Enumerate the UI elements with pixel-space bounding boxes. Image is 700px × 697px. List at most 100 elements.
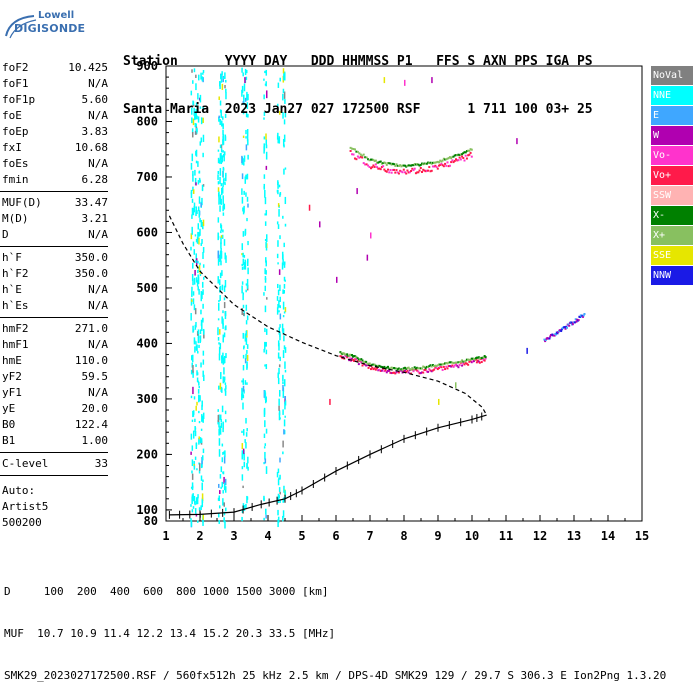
echo-point-multihop-x: [396, 164, 399, 167]
param-value: 5.60: [81, 93, 109, 106]
noise-mark: [225, 172, 227, 176]
echo-point-multihop-x: [445, 158, 448, 161]
echo-point-multihop-x: [397, 164, 400, 167]
echo-point-multihop: [376, 166, 379, 169]
legend-item: X+: [651, 226, 693, 246]
profile-solid-line: [169, 414, 487, 516]
noise-mark: [195, 108, 197, 114]
noise-mark: [222, 323, 224, 329]
echo-point-multihop: [355, 158, 358, 161]
echo-point-f2-x: [452, 362, 455, 365]
noise-mark: [199, 262, 201, 266]
noise-mark: [195, 182, 197, 186]
y-tick-label: 80: [144, 514, 158, 528]
echo-point-multihop-x: [387, 162, 389, 165]
echo-point-f2-x: [419, 367, 422, 370]
param-value: 6.28: [81, 173, 109, 186]
noise-mark: [222, 195, 224, 199]
noise-mark: [217, 258, 220, 266]
noise-mark: [201, 456, 203, 465]
noise-mark: [264, 189, 266, 198]
noise-mark: [245, 283, 248, 286]
param-name: h`Es: [2, 299, 29, 312]
param-value: 10.68: [74, 141, 108, 154]
noise-mark: [195, 160, 198, 164]
echo-point-multihop: [455, 158, 457, 161]
echo-point-f2: [434, 366, 437, 369]
noise-mark: [198, 171, 200, 174]
noise-mark: [265, 466, 268, 474]
noise-mark: [197, 161, 199, 167]
noise-mark: [246, 102, 249, 110]
echo-point-multihop-x: [390, 163, 393, 166]
noise-mark: [190, 298, 193, 306]
noise-mark: [264, 83, 267, 86]
echo-point-f2-x: [469, 358, 472, 361]
noise-mark: [221, 71, 223, 76]
echo-point-f2: [379, 369, 382, 372]
noise-mark: [218, 159, 221, 164]
echo-point-multihop-x: [465, 150, 468, 153]
noise-mark: [223, 297, 226, 301]
echo-point-f2-x: [428, 365, 431, 368]
echo-point-multihop: [416, 171, 419, 174]
echo-point-multihop-x: [418, 164, 421, 167]
noise-mark: [199, 329, 202, 335]
noise-mark: [224, 85, 226, 89]
echo-point-multihop-x: [440, 160, 443, 163]
noise-mark: [201, 184, 204, 190]
echo-point-multihop: [411, 167, 414, 170]
echo-point-x-mode: [543, 338, 546, 341]
noise-mark: [264, 285, 267, 292]
echo-point-multihop: [445, 164, 448, 167]
param-row: foEp 3.83: [0, 124, 110, 140]
param-row: M(D) 3.21: [0, 211, 110, 227]
noise-mark: [197, 389, 200, 394]
noise-mark: [284, 112, 287, 118]
echo-point-x-mode: [582, 314, 585, 317]
noise-mark: [202, 264, 205, 268]
echo-point-f2: [483, 359, 486, 362]
noise-mark: [201, 455, 204, 461]
noise-mark: [263, 446, 266, 449]
echo-point-multihop: [424, 170, 427, 173]
noise-mark: [220, 148, 223, 153]
x-tick-label: 11: [499, 529, 513, 543]
echo-point-f2: [406, 369, 409, 372]
noise-mark: [218, 116, 220, 122]
noise-mark: [247, 466, 249, 471]
noise-mark: [276, 296, 279, 301]
noise-mark: [263, 495, 265, 501]
echo-point-f2: [353, 359, 355, 362]
y-tick-label: 900: [136, 59, 158, 73]
noise-mark: [202, 117, 204, 123]
echo-point-f2-x: [395, 367, 398, 370]
noise-mark: [282, 112, 284, 119]
noise-mark: [242, 448, 245, 454]
echo-point-f2-x: [366, 362, 369, 365]
noise-mark: [263, 433, 266, 438]
x-tick-label: 13: [567, 529, 581, 543]
echo-point-multihop: [371, 166, 374, 169]
noise-mark: [192, 414, 195, 417]
echo-point-multihop: [380, 165, 383, 168]
noise-mark: [201, 499, 204, 508]
noise-mark: [192, 118, 195, 126]
noise-mark: [193, 202, 196, 209]
noise-mark: [277, 352, 280, 359]
echo-point-multihop: [450, 161, 453, 164]
noise-mark: [264, 420, 266, 428]
noise-mark: [201, 281, 204, 288]
echo-point-x-mode: [555, 333, 558, 336]
noise-mark: [195, 253, 198, 260]
echo-point-f2-x: [429, 364, 432, 367]
noise-mark: [220, 144, 223, 149]
noise-mark: [265, 69, 268, 76]
noise-mark: [279, 457, 281, 463]
echo-point-multihop: [372, 164, 375, 167]
echo-point-multihop-x: [361, 154, 364, 157]
param-value: 33: [94, 457, 108, 470]
echo-point-f2: [446, 367, 449, 370]
echo-point-multihop: [370, 167, 372, 170]
noise-mark: [193, 337, 196, 345]
